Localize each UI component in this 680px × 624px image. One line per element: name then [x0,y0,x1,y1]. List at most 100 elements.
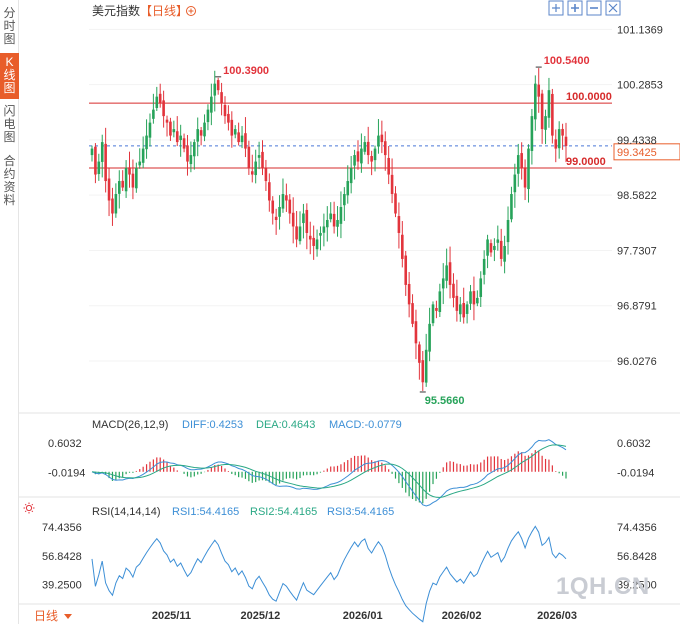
candle-body[interactable] [216,80,220,91]
candle-body[interactable] [319,232,322,236]
candle-body[interactable] [363,142,367,152]
candle-body[interactable] [179,135,182,141]
candle-body[interactable] [162,100,165,117]
candle-body[interactable] [220,92,223,104]
candle-body[interactable] [424,349,428,383]
candle-body[interactable] [250,171,254,175]
period-select[interactable] [20,607,80,624]
candle-body[interactable] [411,303,414,324]
candle-body[interactable] [377,135,380,147]
candle-body[interactable] [213,83,217,96]
candle-body[interactable] [380,134,384,143]
candle-body[interactable] [124,168,128,192]
candle-body[interactable] [329,213,333,220]
zoom-out-icon[interactable] [586,0,602,16]
candle-body[interactable] [455,295,459,311]
candle-body[interactable] [407,283,411,305]
candle-body[interactable] [94,146,97,175]
candle-body[interactable] [165,119,169,123]
candle-body[interactable] [288,199,292,214]
candle-body[interactable] [268,182,271,201]
candle-body[interactable] [145,135,148,150]
candle-body[interactable] [530,116,534,151]
candle-body[interactable] [298,226,302,242]
candle-body[interactable] [104,143,107,182]
candle-body[interactable] [479,278,483,297]
candle-body[interactable] [435,307,438,311]
candle-body[interactable] [438,291,442,313]
expand-icon[interactable] [605,0,621,16]
candle-body[interactable] [465,304,469,314]
candle-body[interactable] [401,234,404,259]
candle-body[interactable] [520,153,523,169]
candle-body[interactable] [506,219,510,243]
sun-gear-icon[interactable] [23,502,35,514]
candle-body[interactable] [564,136,568,146]
candle-body[interactable] [431,304,435,324]
candle-body[interactable] [503,245,506,262]
candle-body[interactable] [537,84,541,97]
candle-body[interactable] [397,216,401,233]
candle-body[interactable] [370,156,373,162]
candle-body[interactable] [356,151,360,162]
candle-body[interactable] [414,321,418,344]
candle-body[interactable] [308,235,312,240]
candle-body[interactable] [448,262,452,285]
candle-body[interactable] [186,145,189,162]
candle-body[interactable] [489,243,493,253]
candle-body[interactable] [472,291,476,305]
candle-body[interactable] [90,148,94,156]
candle-body[interactable] [383,141,387,156]
candle-body[interactable] [366,141,370,156]
candle-body[interactable] [295,226,298,240]
candle-body[interactable] [196,129,200,142]
candle-body[interactable] [561,128,564,136]
candle-body[interactable] [97,161,101,175]
candle-body[interactable] [100,142,104,162]
candle-body[interactable] [315,239,319,250]
tab-flash[interactable]: 闪电图 [3,104,16,144]
candle-body[interactable] [169,121,172,136]
plus-circle-icon[interactable] [186,6,196,16]
candle-body[interactable] [557,129,561,149]
candle-body[interactable] [114,194,118,214]
candle-body[interactable] [189,155,193,165]
candle-body[interactable] [493,245,496,250]
tab-contract-info[interactable]: 合约资料 [3,154,16,207]
candle-body[interactable] [339,207,343,224]
candle-body[interactable] [210,96,213,113]
candle-body[interactable] [254,161,257,176]
candle-body[interactable] [523,167,527,188]
candle-body[interactable] [445,265,448,281]
candle-body[interactable] [547,90,551,118]
candle-body[interactable] [247,146,251,169]
candle-body[interactable] [499,240,503,259]
candle-body[interactable] [462,303,465,318]
candle-body[interactable] [428,323,431,352]
candle-body[interactable] [418,344,421,363]
candle-body[interactable] [141,148,145,163]
candle-body[interactable] [172,129,176,133]
candle-body[interactable] [223,104,227,117]
candle-body[interactable] [544,116,547,130]
candle-body[interactable] [404,255,408,285]
candle-body[interactable] [312,237,315,246]
candle-body[interactable] [244,133,247,149]
candle-body[interactable] [452,283,455,298]
candle-body[interactable] [322,226,326,233]
candle-body[interactable] [193,142,196,157]
candle-body[interactable] [227,113,230,123]
candle-body[interactable] [237,132,240,143]
candle-body[interactable] [111,198,114,214]
candle-body[interactable] [373,148,377,161]
candle-body[interactable] [486,239,489,256]
candle-body[interactable] [158,93,162,104]
candle-body[interactable] [482,258,486,275]
candle-body[interactable] [349,168,353,184]
candle-body[interactable] [152,109,155,119]
candle-body[interactable] [291,212,295,227]
candle-body[interactable] [476,297,479,304]
candle-body[interactable] [230,119,234,136]
candle-body[interactable] [131,173,135,188]
